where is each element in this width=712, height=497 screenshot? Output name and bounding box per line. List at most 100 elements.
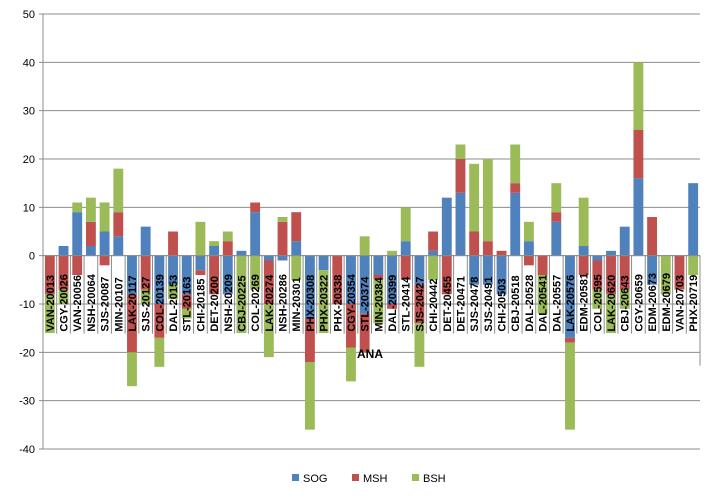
bar-sog [510, 192, 521, 256]
bar-sog [606, 250, 616, 256]
bar-bsh [688, 255, 699, 275]
bar-sog [154, 255, 165, 304]
category-label: LAK-20620 [606, 275, 618, 332]
category-label: STL-20414 [401, 276, 413, 332]
category-label: CGY-20659 [633, 274, 645, 331]
bar-sog [291, 241, 302, 256]
bar-bsh [44, 294, 55, 333]
bar-sog [373, 255, 384, 275]
bar-msh [304, 318, 315, 362]
category-label: CGY-20354 [346, 273, 358, 331]
bar-msh [72, 255, 83, 275]
bar-sog [113, 236, 124, 256]
bar-bsh [168, 284, 178, 300]
legend-label-sog: SOG [303, 473, 327, 485]
bar-bsh [236, 255, 247, 333]
bar-bsh [469, 163, 480, 232]
category-label: SJS-20491 [483, 277, 495, 332]
bar-bsh [277, 217, 288, 222]
bar-bsh [58, 289, 69, 304]
category-label: COL-20269 [250, 274, 262, 331]
bar-bsh [387, 250, 397, 256]
bar-sog [195, 255, 206, 271]
bar-msh [250, 202, 261, 213]
bar-sog [181, 255, 192, 295]
bar-msh [44, 255, 55, 295]
bar-bsh [565, 342, 575, 430]
category-label: VAN-20703 [674, 275, 686, 332]
bar-msh [346, 304, 356, 348]
bar-sog [469, 255, 480, 285]
bar-msh [469, 231, 480, 256]
bar-bsh [606, 294, 616, 333]
bar-bsh [222, 231, 233, 242]
category-label: DET-20200 [209, 276, 221, 332]
bar-msh [85, 221, 96, 246]
legend: SOG MSH BSH [292, 473, 446, 485]
bar-sog [209, 246, 220, 256]
bar-msh [537, 255, 548, 275]
bar-sog [633, 178, 644, 256]
category-label: EDM-20673 [647, 273, 659, 332]
bar-sog [414, 255, 425, 285]
category-label: MIN-20301 [291, 277, 303, 331]
bar-bsh [633, 62, 644, 131]
category-label: SJS-20087 [100, 277, 112, 332]
legend-swatch-sog [292, 474, 299, 481]
bar-bsh [510, 144, 521, 184]
category-label: COL-20595 [592, 274, 604, 331]
y-tick-label: 20 [23, 154, 35, 166]
legend-swatch-msh [352, 474, 359, 481]
bar-msh [606, 255, 616, 295]
bar-bsh [346, 347, 356, 382]
bar-msh [332, 255, 343, 304]
bar-sog [619, 226, 630, 256]
bar-bsh [400, 207, 411, 242]
bar-sog [140, 226, 151, 256]
bar-msh [168, 231, 178, 256]
bar-sog [688, 183, 699, 256]
bar-msh [674, 255, 685, 290]
category-label: SJS-20478 [469, 277, 481, 332]
bar-sog [250, 212, 261, 256]
gridlines [39, 13, 700, 450]
category-label: NSH-20209 [223, 274, 235, 331]
bar-sog [127, 255, 137, 295]
y-tick-label: -30 [19, 396, 35, 408]
category-label: NSH-20064 [86, 273, 98, 331]
bars [44, 62, 699, 430]
bar-msh [592, 260, 603, 290]
category-label: SJS-20427 [414, 277, 426, 332]
category-label: MIN-20384 [373, 276, 385, 331]
bar-bsh [113, 168, 124, 213]
bar-sog [551, 221, 562, 256]
category-label: CBJ-20518 [510, 275, 522, 331]
bar-msh [441, 255, 452, 295]
category-label: LAK-20117 [127, 275, 139, 331]
bar-msh [633, 130, 644, 179]
bar-bsh [209, 241, 220, 246]
bar-msh [195, 270, 206, 275]
category-label: STL-20163 [182, 277, 194, 332]
bar-sog [441, 197, 452, 256]
category-label: EDM-20581 [579, 273, 591, 332]
bar-msh [510, 183, 521, 193]
bar-sog [592, 255, 603, 261]
bar-bsh [195, 221, 206, 256]
legend-swatch-bsh [412, 474, 419, 481]
category-label: DET-20455 [442, 276, 454, 332]
bar-sog [168, 255, 178, 285]
bar-msh [140, 255, 151, 290]
category-label: DAL-20153 [168, 275, 180, 332]
bar-bsh [414, 323, 425, 367]
category-label: LAK-20576 [565, 275, 577, 332]
category-label: CHI-20185 [195, 278, 207, 331]
category-label: PHX-20338 [332, 275, 344, 332]
category-labels: VAN-20013 CGY-20026 VAN-20056 NSH-20064 SJS-… [42, 255, 701, 334]
bar-sog [222, 255, 233, 295]
y-tick-label: -40 [19, 444, 35, 456]
bar-msh [58, 255, 69, 290]
bar-msh [482, 241, 493, 256]
bar-msh [113, 212, 124, 237]
bar-msh [414, 284, 425, 324]
